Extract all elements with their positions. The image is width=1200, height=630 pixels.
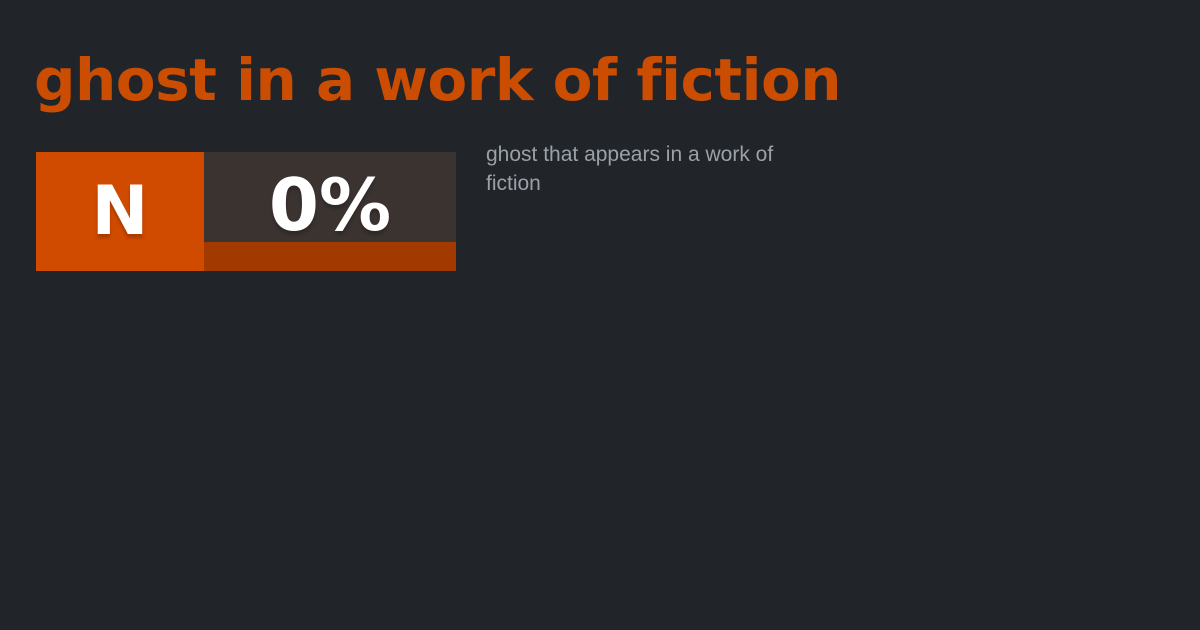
pos-frequency-badge: N 0% <box>36 152 456 271</box>
frequency-value: 0% <box>268 162 392 247</box>
frequency-bar <box>204 242 456 271</box>
page-title: ghost in a work of fiction <box>34 46 842 114</box>
frequency-badge: 0% <box>204 152 456 271</box>
part-of-speech-label: N <box>91 171 149 251</box>
part-of-speech-badge: N <box>36 152 204 271</box>
definition-text: ghost that appears in a work of fiction <box>486 143 774 195</box>
